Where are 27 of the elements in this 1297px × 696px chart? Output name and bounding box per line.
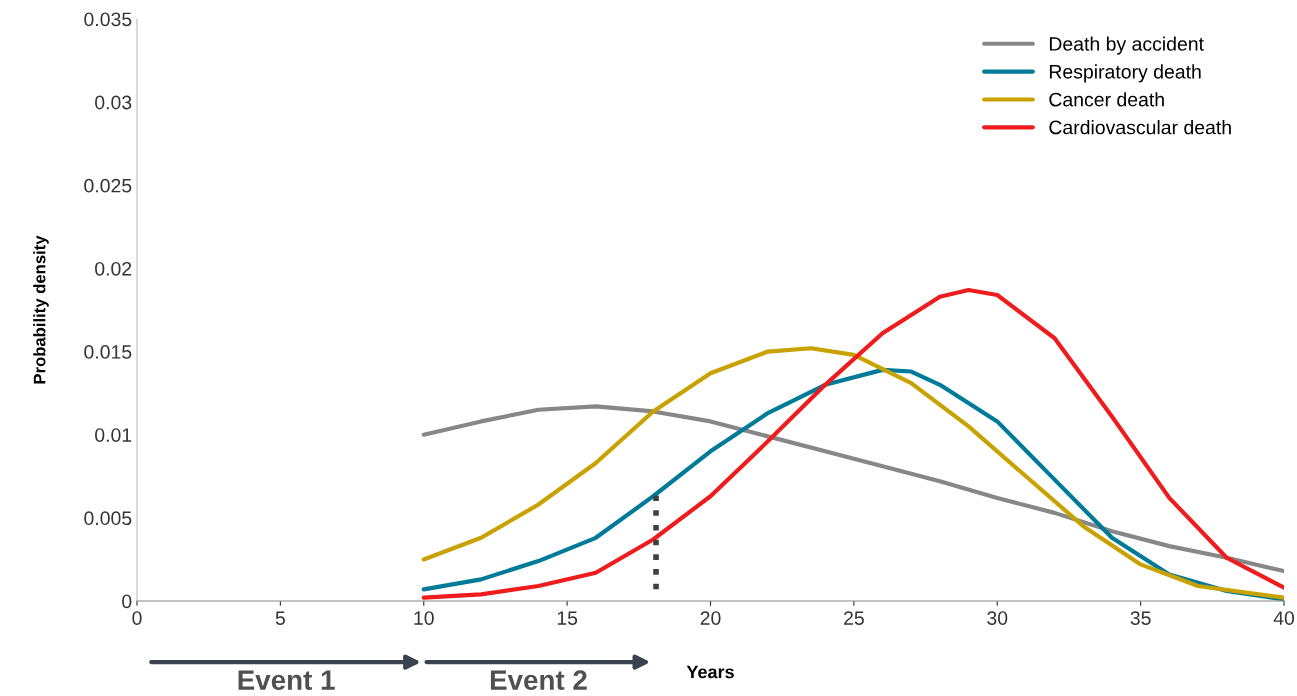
y-tick-label: 0.035 [84,12,132,27]
y-tick-label: 0.015 [84,345,132,359]
x-tick-label: 15 [557,611,578,625]
x-tick-label: 20 [700,611,721,625]
x-tick-label: 10 [414,611,434,625]
x-tick-label: 40 [1273,611,1295,625]
x-tick-label: 25 [844,611,864,625]
x-axis-title: Years [686,665,734,679]
y-tick-label: 0 [122,594,132,609]
text: Event 2 [490,670,587,690]
y-tick-label: 0.02 [95,261,132,276]
legend-label: Cardiovascular death [1049,120,1231,135]
y-tick-label: 0.005 [84,511,132,526]
legend-label: Cancer death [1049,92,1164,107]
legend-label: Death by accident [1049,36,1204,55]
legend-label: Respiratory death [1049,64,1201,83]
line-series [421,287,1284,600]
x-tick-label: 30 [987,611,1008,625]
y-tick-label: 0.025 [84,178,132,193]
x-tick-label: 5 [275,611,285,625]
text: Event 1 [238,670,335,690]
x-tick-label: 0 [132,611,142,625]
line-series [421,404,1284,574]
y-tick-label: 0.03 [95,95,132,110]
y-tick-label: 0.01 [95,428,132,442]
x-tick-label: 35 [1130,611,1151,625]
y-axis-title: Probability density [33,235,49,384]
